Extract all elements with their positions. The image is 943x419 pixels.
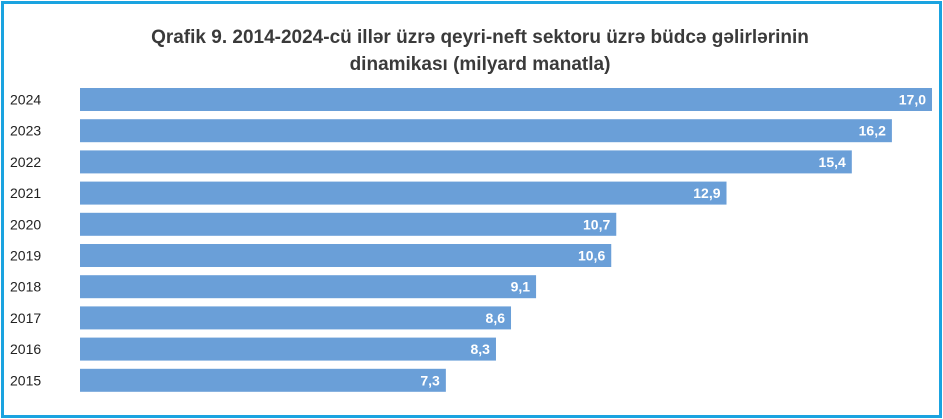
chart-title-line-2: dinamikası (milyard manatla)	[349, 54, 611, 75]
value-label-2021: 12,9	[693, 185, 720, 201]
chart-title: Qrafik 9. 2014-2024-cü illər üzrə qeyri-…	[60, 24, 900, 78]
value-label-2016: 8,3	[471, 341, 491, 357]
value-label-2018: 9,1	[511, 279, 531, 295]
category-label-2024: 2024	[10, 92, 41, 108]
bar-2015	[80, 368, 446, 392]
value-label-2015: 7,3	[420, 372, 440, 388]
value-label-2023: 16,2	[859, 123, 886, 139]
category-label-2019: 2019	[10, 248, 41, 264]
bar-2024	[80, 88, 932, 111]
value-label-2022: 15,4	[819, 154, 846, 170]
bar-2023	[80, 119, 892, 143]
value-label-2024: 17,0	[899, 92, 926, 108]
bar-2016	[80, 337, 496, 361]
bar-2018	[80, 275, 537, 299]
category-label-2016: 2016	[10, 341, 41, 357]
value-label-2017: 8,6	[486, 310, 506, 326]
bar-2020	[80, 212, 617, 236]
chart-title-line-1: Qrafik 9. 2014-2024-cü illər üzrə qeyri-…	[151, 27, 809, 48]
category-label-2018: 2018	[10, 279, 41, 295]
bar-2019	[80, 244, 612, 267]
category-label-2020: 2020	[10, 216, 41, 232]
category-label-2022: 2022	[10, 154, 41, 170]
category-label-2021: 2021	[10, 185, 41, 201]
value-label-2019: 10,6	[578, 248, 605, 264]
value-label-2020: 10,7	[583, 216, 610, 232]
bar-2022	[80, 150, 852, 174]
bar-2021	[80, 181, 727, 205]
category-label-2023: 2023	[10, 123, 41, 139]
category-label-2015: 2015	[10, 372, 41, 388]
bar-2017	[80, 306, 512, 330]
category-label-2017: 2017	[10, 310, 41, 326]
